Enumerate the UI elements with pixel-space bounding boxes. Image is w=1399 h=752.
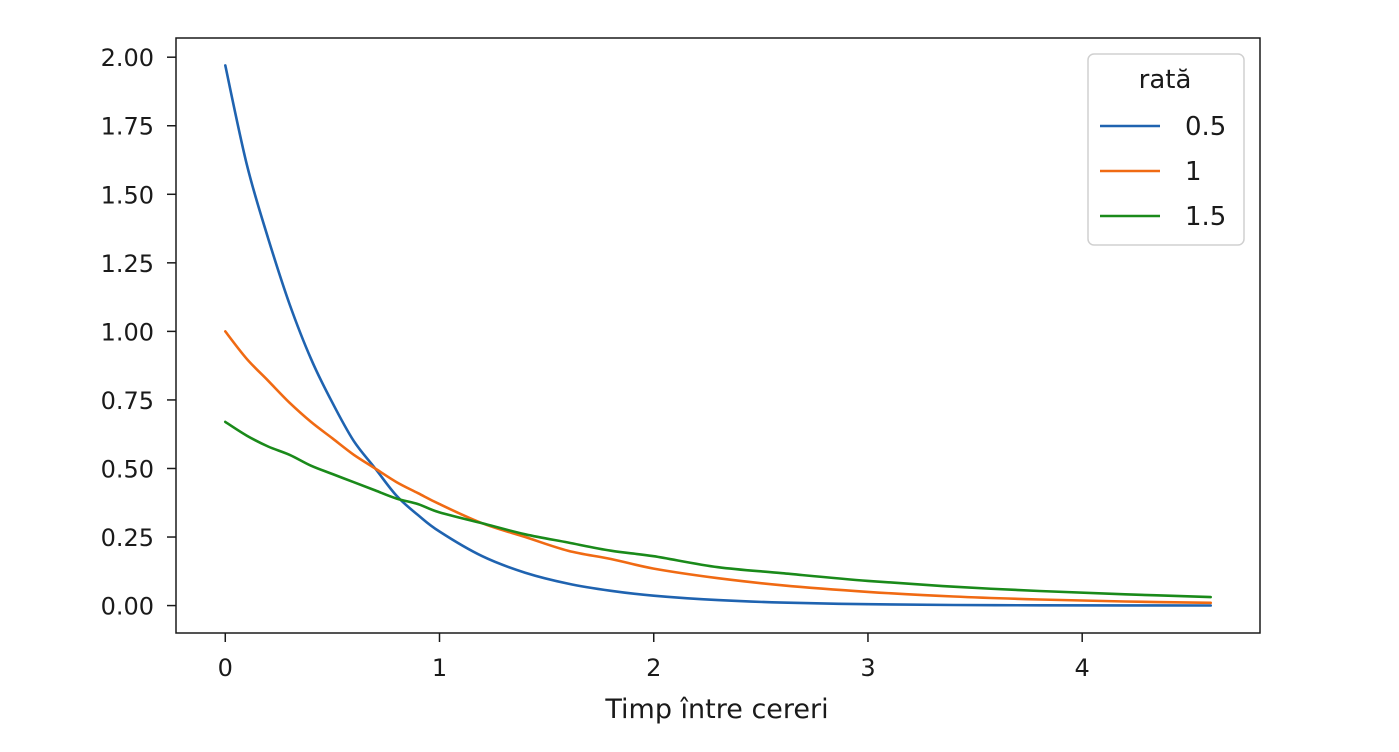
y-axis-ticks: 0.00 0.25 0.50 0.75 1.00 1.25 1.50 1.75 2.00 xyxy=(101,44,176,621)
series-lines xyxy=(224,64,1212,607)
y-tick-label: 1.75 xyxy=(101,113,154,141)
legend-label: 1.5 xyxy=(1185,202,1226,232)
x-axis-title: Timp între cereri xyxy=(604,694,828,725)
y-tick-label: 0.25 xyxy=(101,524,154,552)
x-tick-label: 1 xyxy=(432,654,447,682)
plot-frame xyxy=(175,37,1261,634)
legend-label: 1 xyxy=(1185,157,1202,187)
legend-box xyxy=(1087,53,1245,246)
series-line-0.5 xyxy=(224,64,1212,607)
series-line-1.5 xyxy=(224,420,1212,599)
y-tick-label: 1.25 xyxy=(101,250,154,278)
legend: rată 0.5 1 1.5 xyxy=(1087,53,1245,246)
x-tick-label: 2 xyxy=(646,654,661,682)
x-tick-label: 0 xyxy=(218,654,233,682)
legend-entries: 0.5 1 1.5 xyxy=(1100,112,1226,232)
y-tick-label: 0.50 xyxy=(101,455,154,483)
y-tick-label: 0.00 xyxy=(101,593,154,621)
legend-label: 0.5 xyxy=(1185,112,1226,142)
x-tick-label: 3 xyxy=(860,654,875,682)
y-tick-label: 1.00 xyxy=(101,318,154,346)
y-tick-label: 1.50 xyxy=(101,181,154,209)
x-tick-label: 4 xyxy=(1075,654,1090,682)
x-axis-ticks: 0 1 2 3 4 xyxy=(218,633,1090,682)
legend-title: rată xyxy=(1139,65,1192,95)
y-tick-label: 2.00 xyxy=(101,44,154,72)
y-tick-label: 0.75 xyxy=(101,387,154,415)
series-line-1 xyxy=(224,330,1212,605)
plot-area xyxy=(175,37,1261,634)
